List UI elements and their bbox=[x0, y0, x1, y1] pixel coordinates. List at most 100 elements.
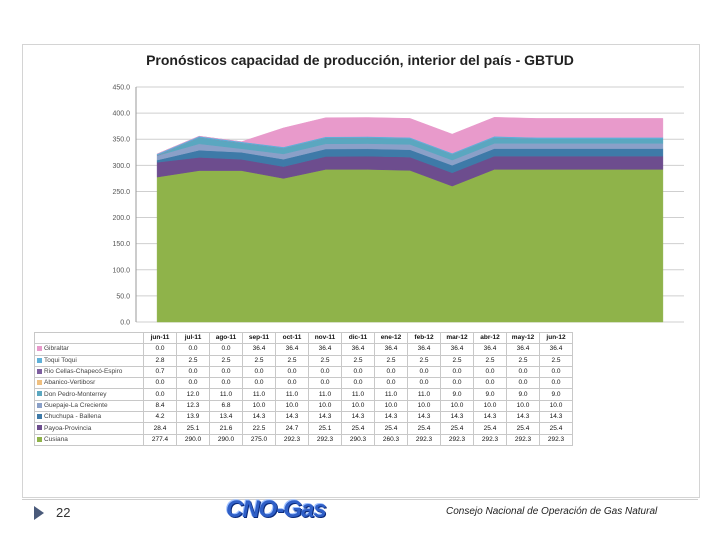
table-row: Rio Cellas-Chapecó-Espiro 0.7 0.0 0.0 0.0 0.0… bbox=[34, 365, 573, 379]
organization-name: Consejo Nacional de Operación de Gas Nat… bbox=[446, 506, 658, 517]
data-cell: 290.0 bbox=[209, 433, 243, 446]
data-cell: 14.3 bbox=[275, 411, 309, 424]
data-cell: 0.0 bbox=[473, 365, 507, 379]
y-tick-label: 250.0 bbox=[112, 189, 130, 196]
data-cell: 0.0 bbox=[473, 377, 507, 390]
data-cell: 36.4 bbox=[473, 343, 507, 356]
data-cell: 25.4 bbox=[473, 422, 507, 435]
data-cell: 0.0 bbox=[176, 343, 210, 356]
series-name: Cusiana bbox=[44, 435, 68, 443]
table-row: Toqui Toqui 2.8 2.5 2.5 2.5 2.5 2.5 2.5 2.5 2.5 2.… bbox=[34, 354, 573, 367]
data-cell: 2.5 bbox=[407, 354, 441, 367]
data-cell: 14.3 bbox=[374, 411, 408, 424]
data-cell: 25.4 bbox=[440, 422, 474, 435]
data-cell: 11.0 bbox=[209, 388, 243, 401]
table-body: Gibraltar 0.0 0.0 0.0 36.4 36.4 36.4 36.4 36.4 36… bbox=[34, 343, 573, 446]
y-tick-label: 300.0 bbox=[112, 163, 130, 170]
data-cell: 0.0 bbox=[143, 343, 177, 356]
series-name: Guepaje-La Creciente bbox=[44, 401, 108, 409]
data-cell: 2.5 bbox=[374, 354, 408, 367]
data-cell: 0.0 bbox=[506, 365, 540, 379]
category-header: mar-12 bbox=[440, 331, 474, 345]
page-number: 22 bbox=[56, 505, 71, 520]
data-cell: 14.3 bbox=[440, 411, 474, 424]
data-cell: 0.0 bbox=[242, 365, 276, 379]
data-cell: 36.4 bbox=[308, 343, 342, 356]
data-cell: 25.1 bbox=[308, 422, 342, 435]
category-header: feb-12 bbox=[407, 331, 441, 345]
series-label: Abanico-Vertibosr bbox=[34, 377, 144, 390]
table-row: Payoa-Provincia 28.4 25.1 21.6 22.5 24.7 25.1 2… bbox=[34, 422, 573, 435]
y-tick-label: 200.0 bbox=[112, 215, 130, 222]
data-cell: 2.5 bbox=[473, 354, 507, 367]
data-cell: 25.4 bbox=[506, 422, 540, 435]
category-header: sep-11 bbox=[242, 331, 276, 345]
data-cell: 10.0 bbox=[506, 399, 540, 413]
data-cell: 25.4 bbox=[341, 422, 375, 435]
series-name: Gibraltar bbox=[44, 345, 69, 353]
series-name: Toqui Toqui bbox=[44, 356, 77, 364]
table-header-row: jun-11 jul-11 ago-11 sep-11 oct-11 nov-11 dic-… bbox=[34, 331, 573, 345]
data-cell: 11.0 bbox=[407, 388, 441, 401]
y-tick-label: 400.0 bbox=[112, 111, 130, 118]
data-cell: 28.4 bbox=[143, 422, 177, 435]
data-cell: 13.4 bbox=[209, 411, 243, 424]
data-cell: 0.0 bbox=[407, 377, 441, 390]
data-cell: 25.1 bbox=[176, 422, 210, 435]
data-cell: 0.0 bbox=[539, 365, 573, 379]
data-cell: 0.0 bbox=[374, 365, 408, 379]
data-cell: 292.3 bbox=[506, 433, 540, 446]
data-cell: 2.5 bbox=[209, 354, 243, 367]
data-cell: 2.5 bbox=[539, 354, 573, 367]
series-name: Abanico-Vertibosr bbox=[44, 379, 96, 387]
category-header: ene-12 bbox=[374, 331, 408, 345]
area-layers bbox=[156, 117, 664, 323]
series-label: Gibraltar bbox=[34, 343, 144, 356]
data-cell: 2.5 bbox=[308, 354, 342, 367]
y-axis-ticks: 0.0 50.0 100.0 150.0 200.0 250.0 300.0 350.0 400… bbox=[112, 85, 130, 327]
category-header: dic-11 bbox=[341, 331, 375, 345]
series-label: Don Pedro-Monterrey bbox=[34, 388, 144, 401]
data-cell: 11.0 bbox=[341, 388, 375, 401]
series-label: Cusiana bbox=[34, 433, 144, 446]
data-cell: 0.0 bbox=[341, 377, 375, 390]
data-cell: 0.0 bbox=[143, 388, 177, 401]
category-header: ago-11 bbox=[209, 331, 243, 345]
data-cell: 25.4 bbox=[407, 422, 441, 435]
series-name: Don Pedro-Monterrey bbox=[44, 390, 107, 398]
stacked-area-chart: 0.0 50.0 100.0 150.0 200.0 250.0 300.0 350.0 400… bbox=[112, 85, 684, 327]
y-tick-label: 50.0 bbox=[116, 293, 130, 300]
data-cell: 14.3 bbox=[407, 411, 441, 424]
data-cell: 14.3 bbox=[308, 411, 342, 424]
data-cell: 0.0 bbox=[275, 365, 309, 379]
legend-key-icon bbox=[37, 368, 42, 374]
data-cell: 292.3 bbox=[440, 433, 474, 446]
data-cell: 8.4 bbox=[143, 399, 177, 413]
data-cell: 2.8 bbox=[143, 354, 177, 367]
slide-bullet-icon bbox=[34, 506, 44, 520]
area-series-gibraltar bbox=[157, 117, 664, 155]
data-cell: 292.3 bbox=[473, 433, 507, 446]
data-cell: 36.4 bbox=[440, 343, 474, 356]
data-cell: 0.0 bbox=[308, 365, 342, 379]
legend-key-icon bbox=[37, 346, 42, 352]
chart-title: Pronósticos capacidad de producción, int… bbox=[146, 52, 574, 68]
data-cell: 0.0 bbox=[341, 365, 375, 379]
series-name: Rio Cellas-Chapecó-Espiro bbox=[44, 368, 123, 376]
legend-key-icon bbox=[37, 357, 42, 363]
series-label: Rio Cellas-Chapecó-Espiro bbox=[34, 365, 144, 379]
table-row: Gibraltar 0.0 0.0 0.0 36.4 36.4 36.4 36.4 36.4 36… bbox=[34, 343, 573, 356]
y-tick-label: 350.0 bbox=[112, 137, 130, 144]
table-row: Guepaje-La Creciente 8.4 12.3 6.8 10.0 10.0 10… bbox=[34, 399, 573, 413]
data-cell: 11.0 bbox=[275, 388, 309, 401]
data-cell: 36.4 bbox=[374, 343, 408, 356]
data-cell: 9.0 bbox=[440, 388, 474, 401]
category-header: jun-12 bbox=[539, 331, 573, 345]
category-header: jul-11 bbox=[176, 331, 210, 345]
y-tick-label: 450.0 bbox=[112, 85, 130, 92]
legend-key-icon bbox=[37, 380, 42, 386]
legend-key-icon bbox=[37, 436, 42, 442]
data-cell: 260.3 bbox=[374, 433, 408, 446]
data-cell: 12.3 bbox=[176, 399, 210, 413]
data-cell: 25.4 bbox=[374, 422, 408, 435]
